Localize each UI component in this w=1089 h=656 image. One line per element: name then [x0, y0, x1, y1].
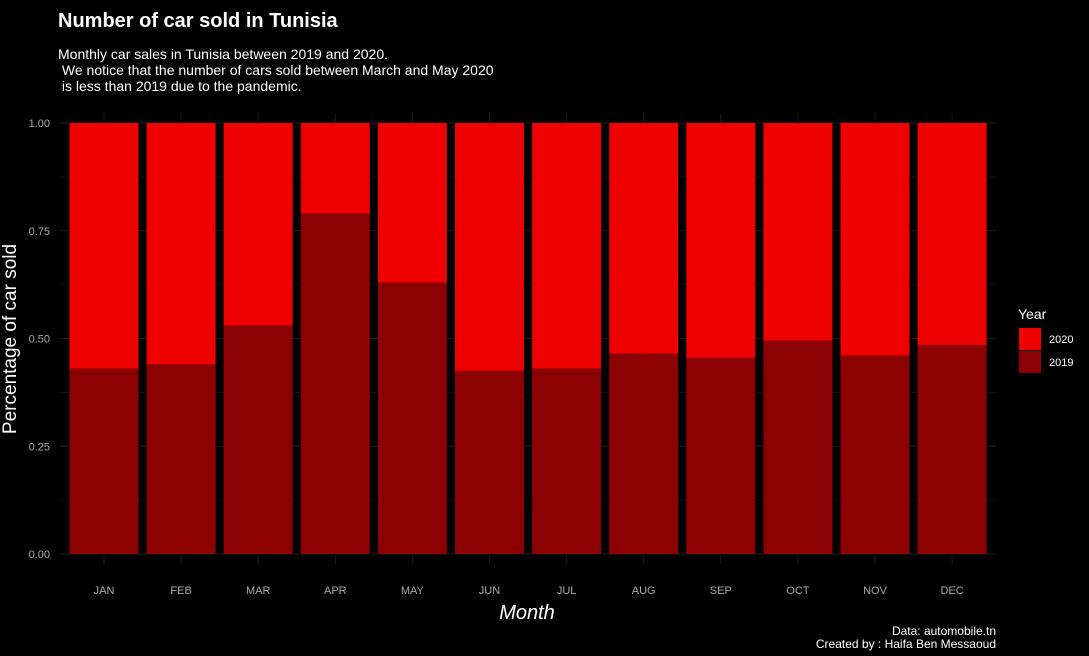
- x-axis-label: Month: [499, 602, 555, 624]
- chart-subtitle: Monthly car sales in Tunisia between 201…: [58, 46, 494, 94]
- bars: [69, 123, 987, 554]
- bar-sep-2020: [686, 123, 756, 358]
- bar-dec-2019: [917, 344, 987, 554]
- x-tick-label: APR: [324, 585, 347, 597]
- chart-caption: Data: automobile.tn Created by : Haifa B…: [815, 624, 996, 651]
- bar-aug-2020: [609, 123, 679, 354]
- x-tick-label: SEP: [710, 585, 732, 597]
- bar-jul-2019: [532, 368, 602, 554]
- legend-label-2019: 2019: [1049, 357, 1073, 369]
- bar-jul-2020: [532, 123, 602, 369]
- legend-title: Year: [1018, 306, 1047, 322]
- x-tick-label: MAY: [401, 585, 425, 597]
- x-tick-label: JUL: [557, 585, 577, 597]
- y-tick-label: 0.50: [29, 334, 50, 346]
- bar-apr-2020: [300, 123, 370, 214]
- bar-aug-2019: [609, 353, 679, 554]
- legend-swatch-2019: [1019, 351, 1041, 373]
- bar-may-2019: [377, 282, 447, 554]
- chart-title: Number of car sold in Tunisia: [58, 10, 338, 32]
- x-tick-label: NOV: [863, 585, 888, 597]
- x-tick-label: OCT: [786, 585, 810, 597]
- x-tick-label: MAR: [246, 585, 271, 597]
- bar-feb-2020: [146, 123, 216, 365]
- y-tick-label: 0.75: [29, 226, 50, 238]
- bar-mar-2020: [223, 123, 293, 326]
- x-tick-label: JUN: [479, 585, 500, 597]
- y-tick-label: 1.00: [29, 118, 50, 130]
- y-axis-label: Percentage of car sold: [0, 244, 21, 434]
- bar-dec-2020: [917, 123, 987, 345]
- bar-apr-2019: [300, 213, 370, 554]
- bar-mar-2019: [223, 325, 293, 554]
- y-tick-label: 0.00: [29, 549, 50, 561]
- bar-sep-2019: [686, 357, 756, 554]
- y-axis-ticks: 0.00 0.25 0.50 0.75 1.00: [29, 118, 50, 561]
- x-tick-label: AUG: [632, 585, 656, 597]
- bar-feb-2019: [146, 364, 216, 554]
- bar-jan-2019: [69, 368, 139, 554]
- x-tick-label: JAN: [94, 585, 115, 597]
- bar-oct-2019: [763, 340, 833, 554]
- x-tick-label: FEB: [170, 585, 191, 597]
- bar-jun-2019: [455, 370, 524, 554]
- bar-jun-2020: [455, 123, 524, 371]
- legend: Year 2020 2019: [1018, 306, 1073, 373]
- bar-nov-2020: [840, 123, 910, 356]
- x-axis-ticks: JAN FEB MAR APR MAY JUN JUL AUG SEP OCT NOV DEC: [94, 585, 964, 597]
- y-tick-label: 0.25: [29, 441, 50, 453]
- legend-swatch-2020: [1019, 328, 1041, 350]
- bar-nov-2019: [840, 355, 910, 554]
- x-tick-label: DEC: [940, 585, 963, 597]
- bar-oct-2020: [763, 123, 833, 341]
- legend-label-2020: 2020: [1049, 334, 1073, 346]
- bar-jan-2020: [69, 123, 139, 369]
- bar-may-2020: [377, 123, 447, 283]
